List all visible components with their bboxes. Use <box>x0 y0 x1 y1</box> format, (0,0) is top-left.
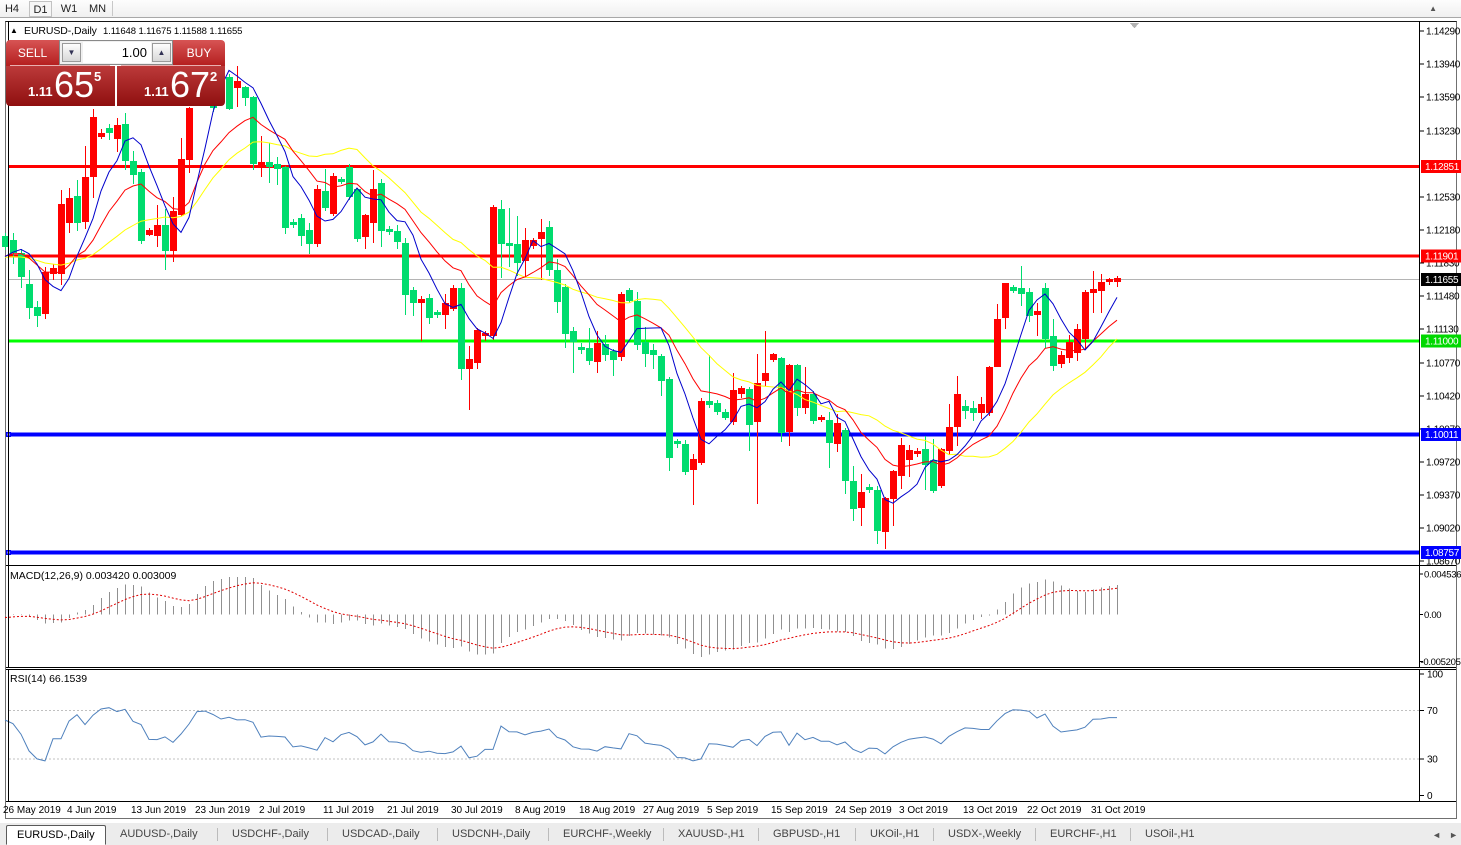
svg-text:1.10420: 1.10420 <box>1426 391 1461 402</box>
svg-text:1.11655: 1.11655 <box>1425 275 1459 286</box>
svg-text:1.09720: 1.09720 <box>1426 457 1461 468</box>
svg-text:1.10011: 1.10011 <box>1425 430 1459 441</box>
svg-text:0.004536: 0.004536 <box>1424 569 1461 580</box>
svg-text:30 Jul 2019: 30 Jul 2019 <box>451 805 503 816</box>
svg-text:1.10770: 1.10770 <box>1426 358 1461 369</box>
svg-text:5 Sep 2019: 5 Sep 2019 <box>707 805 759 816</box>
svg-text:1.12180: 1.12180 <box>1426 225 1461 236</box>
svg-text:30: 30 <box>1427 755 1438 766</box>
svg-text:1.11480: 1.11480 <box>1426 291 1460 302</box>
svg-text:11 Jul 2019: 11 Jul 2019 <box>323 805 374 816</box>
svg-text:1.09020: 1.09020 <box>1426 523 1461 534</box>
svg-text:1.08757: 1.08757 <box>1425 548 1460 559</box>
svg-text:15 Sep 2019: 15 Sep 2019 <box>771 805 828 816</box>
svg-text:0: 0 <box>1427 791 1433 802</box>
svg-text:1.08670: 1.08670 <box>1426 556 1461 567</box>
svg-text:1.11130: 1.11130 <box>1426 324 1459 335</box>
svg-text:8 Aug 2019: 8 Aug 2019 <box>515 805 566 816</box>
svg-text:21 Jul 2019: 21 Jul 2019 <box>387 805 439 816</box>
svg-text:1.11901: 1.11901 <box>1425 252 1459 263</box>
svg-text:1.12530: 1.12530 <box>1426 192 1461 203</box>
svg-text:31 Oct 2019: 31 Oct 2019 <box>1091 805 1146 816</box>
svg-text:1.14290: 1.14290 <box>1426 27 1461 38</box>
svg-text:23 Jun 2019: 23 Jun 2019 <box>195 805 250 816</box>
svg-text:13 Jun 2019: 13 Jun 2019 <box>131 805 186 816</box>
svg-text:1.11830: 1.11830 <box>1426 258 1460 269</box>
svg-text:1.12851: 1.12851 <box>1425 162 1460 173</box>
svg-text:1.11000: 1.11000 <box>1425 337 1459 348</box>
svg-text:100: 100 <box>1427 669 1444 680</box>
svg-text:0.00: 0.00 <box>1424 610 1441 621</box>
svg-text:3 Oct 2019: 3 Oct 2019 <box>899 805 948 816</box>
svg-text:4 Jun 2019: 4 Jun 2019 <box>67 805 117 816</box>
svg-text:1.09370: 1.09370 <box>1426 490 1461 501</box>
svg-text:18 Aug 2019: 18 Aug 2019 <box>579 805 636 816</box>
svg-text:1.13590: 1.13590 <box>1426 93 1461 104</box>
svg-text:-0.005205: -0.005205 <box>1421 657 1461 668</box>
svg-text:2 Jul 2019: 2 Jul 2019 <box>259 805 306 816</box>
svg-text:13 Oct 2019: 13 Oct 2019 <box>963 805 1018 816</box>
svg-text:24 Sep 2019: 24 Sep 2019 <box>835 805 892 816</box>
svg-text:1.13230: 1.13230 <box>1426 126 1461 137</box>
svg-text:1.13940: 1.13940 <box>1426 60 1461 71</box>
svg-text:26 May 2019: 26 May 2019 <box>3 805 61 816</box>
svg-text:70: 70 <box>1427 706 1438 717</box>
svg-text:27 Aug 2019: 27 Aug 2019 <box>643 805 700 816</box>
svg-text:22 Oct 2019: 22 Oct 2019 <box>1027 805 1082 816</box>
